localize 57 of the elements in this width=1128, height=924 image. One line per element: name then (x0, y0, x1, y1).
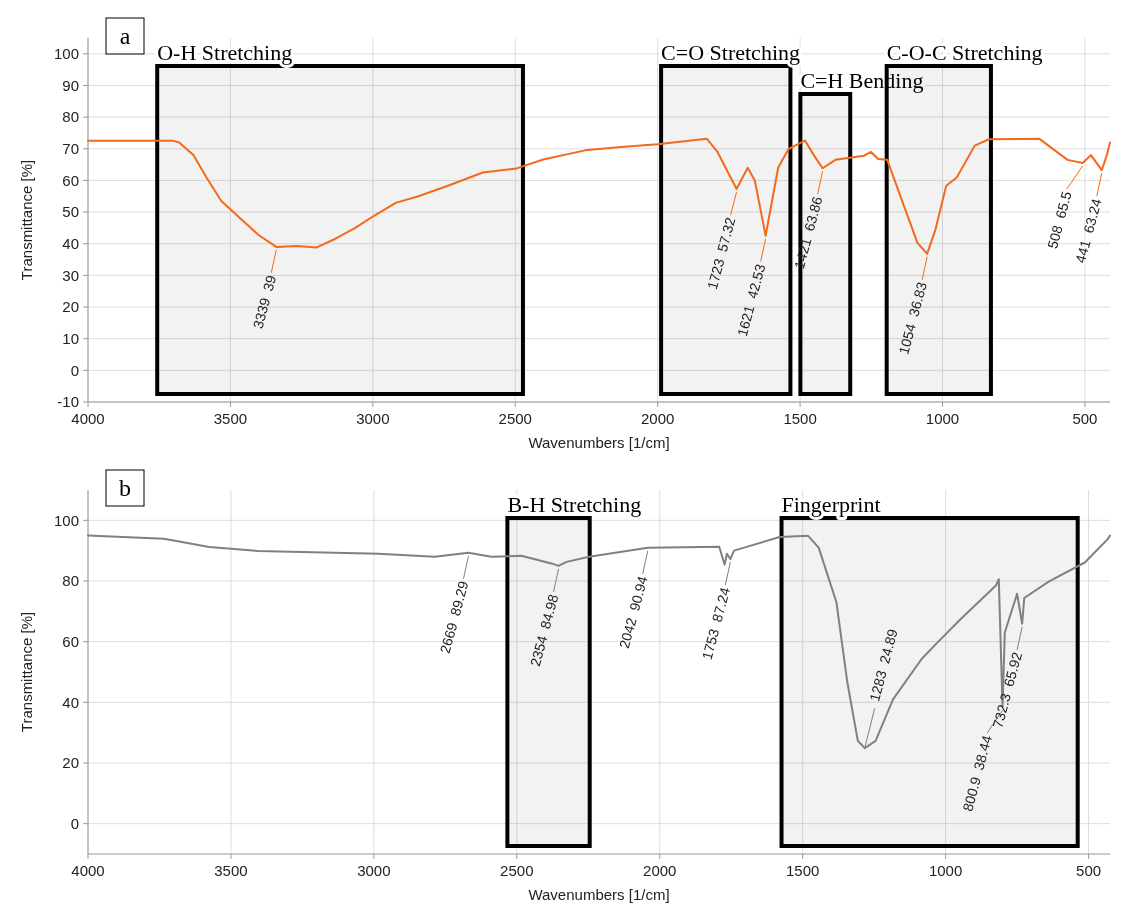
y-tick-label: 60 (62, 632, 79, 650)
y-tick-label: 30 (62, 266, 79, 284)
x-tick-label: 3500 (214, 862, 248, 879)
y-tick-label: 0 (70, 814, 79, 832)
y-tick-label: 60 (62, 171, 79, 189)
y-tick-label: 20 (62, 754, 79, 772)
band-label: O-H Stretching (157, 40, 293, 65)
annotation: 1054 36.83 (895, 280, 931, 356)
band-label: Fingerprint (781, 492, 881, 517)
y-tick-label: 40 (62, 693, 79, 711)
y-tick-label: 100 (53, 45, 79, 63)
y-tick-label: 0 (70, 361, 79, 379)
x-tick-label: 1500 (783, 410, 817, 427)
y-axis-title: Transmittance [%] (18, 611, 35, 733)
annotation: 2669 89.29 (436, 579, 472, 656)
x-tick-label: 1500 (786, 862, 820, 879)
annotation: 2042 90.94 (616, 574, 651, 651)
annotation: a (119, 23, 131, 49)
y-tick-label: 90 (62, 76, 79, 94)
x-axis-title: Wavenumbers [1/cm] (528, 886, 670, 903)
annotation: 508 65.5 (1044, 189, 1075, 251)
x-tick-label: 4000 (71, 862, 105, 879)
x-tick-label: 2500 (500, 862, 534, 879)
x-tick-label: 4000 (71, 410, 105, 427)
band-label: C-O-C Stretching (886, 40, 1043, 65)
y-tick-label: 80 (62, 108, 79, 126)
y-tick-label: 10 (62, 329, 79, 347)
y-tick-label: 100 (53, 511, 79, 529)
y-tick-label: 20 (62, 298, 79, 316)
x-axis-title: Wavenumbers [1/cm] (528, 434, 670, 451)
y-axis-title: Transmittance [%] (18, 159, 35, 281)
x-tick-label: 2000 (643, 862, 677, 879)
x-tick-label: 2500 (498, 410, 532, 427)
band-label: C=O Stretching (661, 40, 800, 65)
annotation: b (119, 475, 131, 501)
annotation: 1283 24.89 (866, 627, 901, 703)
band-label: B-H Stretching (507, 492, 642, 517)
x-tick-label: 3000 (356, 410, 390, 427)
x-tick-label: 500 (1076, 862, 1102, 879)
x-tick-label: 3000 (357, 862, 391, 879)
annotation: 1753 87.24 (698, 585, 734, 662)
annotation: 1421 63.86 (790, 194, 826, 271)
y-tick-label: 70 (62, 140, 79, 158)
annotation: 732.3 65.92 (989, 650, 1026, 730)
x-tick-label: 3500 (213, 410, 248, 427)
y-tick-label: 40 (62, 234, 79, 252)
annotation: 3339 39 (249, 273, 280, 331)
x-tick-label: 1000 (925, 410, 960, 427)
y-tick-label: -10 (57, 393, 79, 411)
x-tick-label: 500 (1072, 410, 1098, 427)
x-tick-label: 2000 (640, 410, 675, 427)
annotation: 800.9 38.44 (959, 733, 996, 814)
annotation: 2354 84.98 (526, 592, 562, 669)
annotation: 441 63.24 (1072, 196, 1105, 265)
y-tick-label: 50 (62, 203, 79, 221)
y-tick-label: 80 (62, 572, 79, 590)
x-tick-label: 1000 (928, 862, 963, 879)
